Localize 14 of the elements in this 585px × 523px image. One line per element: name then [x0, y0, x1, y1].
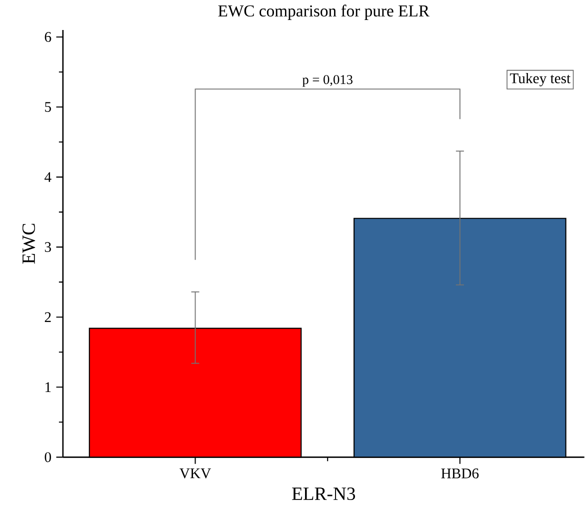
y-tick-label: 6: [44, 32, 52, 42]
y-tick-label: 2: [44, 312, 51, 322]
chart-title: EWC comparison for pure ELR: [218, 4, 430, 20]
y-tick-label: 1: [46, 382, 51, 392]
y-tick-label: 3: [44, 242, 51, 252]
annotation: Tukey test: [510, 72, 571, 86]
y-tick-label: 0: [44, 452, 52, 462]
y-tick-label: 4: [44, 172, 52, 182]
x-tick-label: HBD6: [441, 468, 479, 478]
x-tick-label: VKV: [180, 468, 211, 478]
y-tick-label: 5: [45, 102, 51, 112]
annotation: p = 0,013: [302, 74, 352, 87]
y-axis-title: EWC: [22, 224, 36, 264]
x-axis-title: ELR-N3: [292, 487, 356, 500]
